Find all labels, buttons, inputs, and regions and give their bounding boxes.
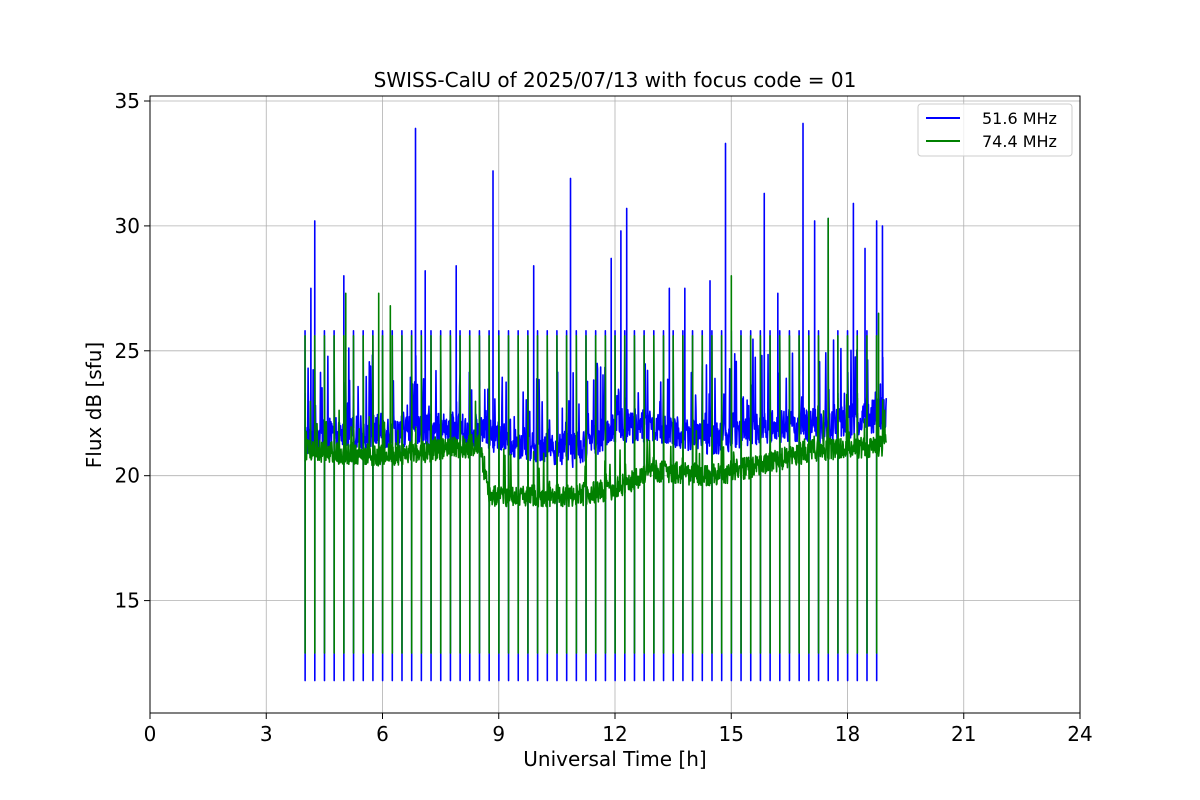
x-tick-label: 0 — [144, 722, 157, 746]
chart-title: SWISS-CalU of 2025/07/13 with focus code… — [374, 68, 857, 92]
y-tick-label: 15 — [115, 589, 140, 613]
series-line-74-4-mhz — [304, 217, 888, 654]
x-tick-label: 18 — [835, 722, 860, 746]
x-tick-label: 21 — [951, 722, 976, 746]
x-axis-label: Universal Time [h] — [523, 747, 706, 771]
y-tick-label: 25 — [115, 339, 140, 363]
series-layer — [304, 122, 888, 682]
legend-label-74-4: 74.4 MHz — [982, 132, 1057, 151]
x-tick-label: 24 — [1067, 722, 1092, 746]
legend: 51.6 MHz 74.4 MHz — [917, 103, 1073, 157]
legend-label-51-6: 51.6 MHz — [982, 109, 1057, 128]
x-tick-label: 3 — [260, 722, 273, 746]
plot-area — [304, 122, 888, 682]
x-tick-label: 6 — [376, 722, 389, 746]
x-tick-label: 12 — [602, 722, 627, 746]
y-axis: 15 20 25 30 35 — [115, 89, 150, 613]
y-tick-label: 30 — [115, 214, 140, 238]
y-axis-label: Flux dB [sfu] — [82, 342, 106, 468]
x-axis: 0 3 6 9 12 15 18 21 24 — [144, 713, 1093, 746]
y-tick-label: 20 — [115, 464, 140, 488]
x-tick-label: 9 — [492, 722, 505, 746]
y-tick-label: 35 — [115, 89, 140, 113]
x-tick-label: 15 — [719, 722, 744, 746]
